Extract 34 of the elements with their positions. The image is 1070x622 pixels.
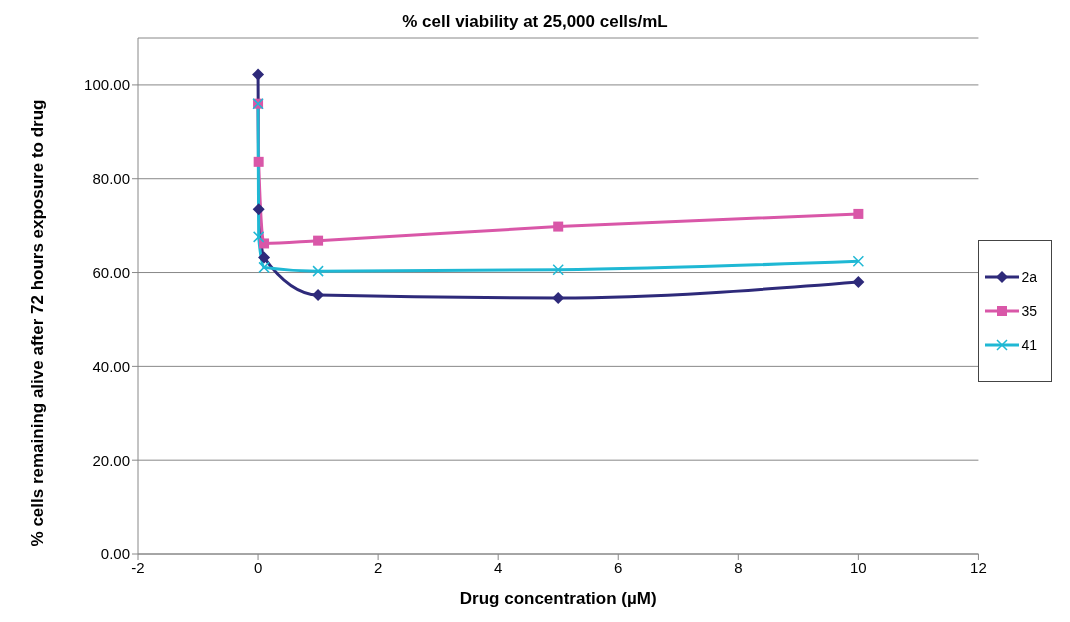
y-tick-label: 20.00: [92, 451, 130, 469]
x-tick-label: 6: [614, 558, 623, 576]
point: [553, 221, 564, 232]
point: [259, 238, 270, 249]
point: [552, 263, 564, 276]
point: [258, 261, 270, 274]
chart-title: % cell viability at 25,000 cells/mL: [401, 12, 669, 32]
legend-label: 2a: [1021, 269, 1037, 285]
x-axis-title: Drug concentration (µM): [459, 589, 657, 608]
y-tick-label: 80.00: [92, 170, 130, 188]
point: [312, 265, 324, 277]
legend-label: 35: [1021, 303, 1037, 319]
y-tick-label: 40.00: [92, 357, 130, 375]
point: [853, 208, 864, 219]
x-tick-label: 0: [253, 558, 263, 576]
y-tick-label: 100.00: [84, 76, 130, 94]
point: [252, 203, 265, 216]
x-tick-label: -2: [131, 558, 145, 576]
x-tick-label: 10: [850, 558, 867, 576]
x-tick-label: 8: [734, 558, 743, 576]
point: [252, 68, 265, 81]
y-axis-title: % cells remaining alive after 72 hours exposure to drug: [28, 98, 48, 549]
x-tick-label: 12: [970, 558, 987, 576]
point: [253, 156, 264, 167]
point: [252, 231, 265, 243]
point: [313, 235, 324, 246]
x-tick-label: 4: [494, 558, 503, 576]
point: [852, 275, 865, 288]
y-tick-label: 0.00: [100, 545, 130, 563]
y-tick-label: 60.00: [92, 263, 130, 281]
point: [852, 255, 865, 268]
x-tick-label: 2: [373, 558, 383, 576]
point: [258, 251, 271, 264]
legend-label: 41: [1021, 337, 1037, 353]
